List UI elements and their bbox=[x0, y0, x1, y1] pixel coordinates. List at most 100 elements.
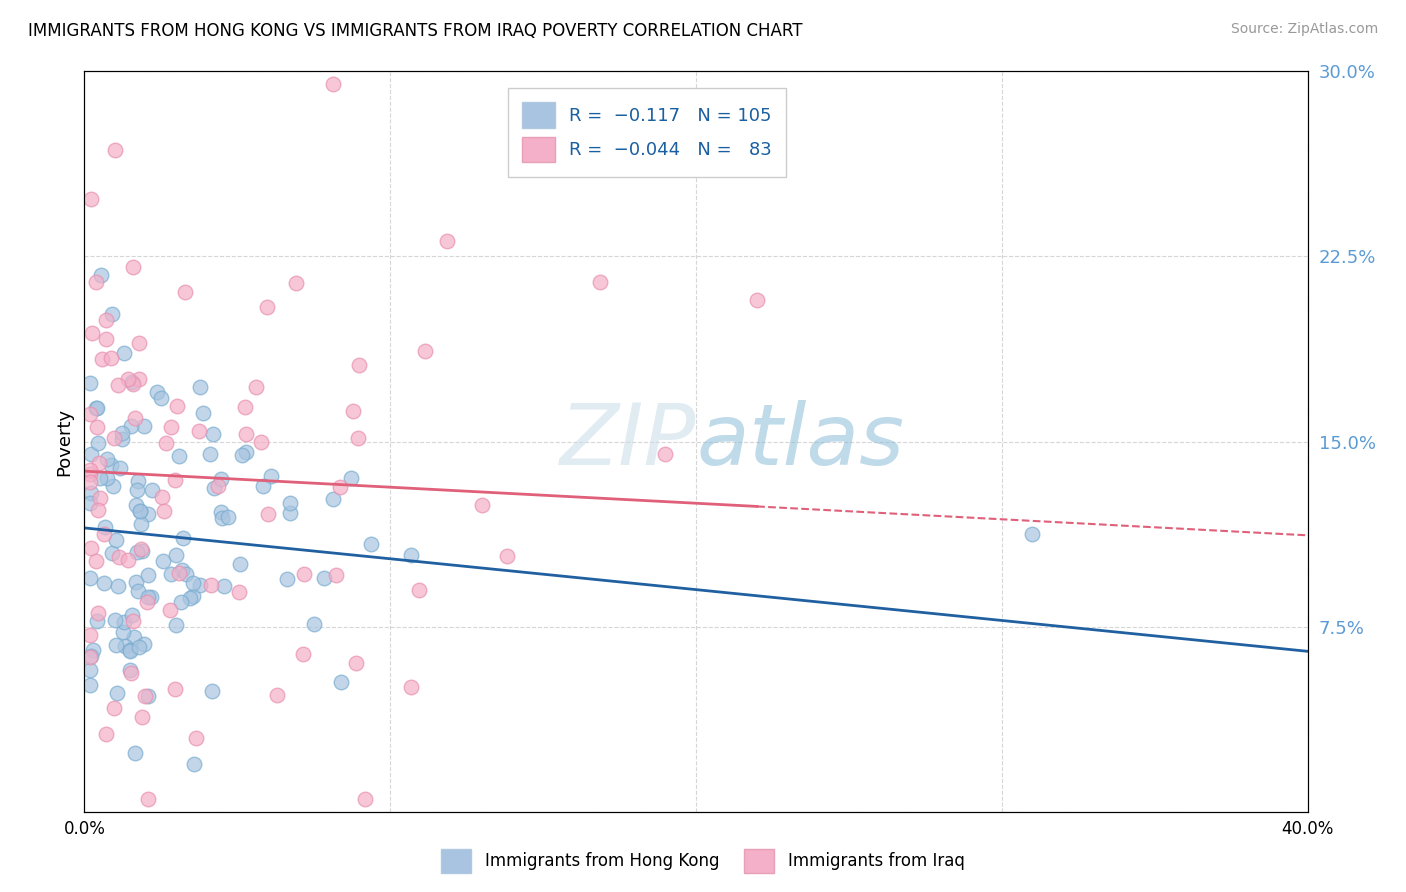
Point bbox=[165, 474, 187, 488]
Point bbox=[131, 543, 153, 558]
Point bbox=[589, 275, 612, 289]
Point bbox=[91, 352, 114, 367]
Point bbox=[82, 643, 104, 657]
Point bbox=[104, 613, 127, 627]
Point bbox=[117, 372, 139, 386]
Point bbox=[84, 554, 107, 568]
Point bbox=[112, 346, 135, 360]
Point bbox=[90, 268, 112, 282]
Point bbox=[122, 630, 145, 644]
Point bbox=[101, 307, 124, 321]
Point bbox=[172, 531, 194, 545]
Point bbox=[152, 504, 174, 518]
Point bbox=[79, 496, 101, 510]
Point bbox=[408, 583, 430, 598]
Point bbox=[165, 548, 187, 562]
Point bbox=[229, 557, 252, 571]
Y-axis label: Poverty: Poverty bbox=[55, 408, 73, 475]
Point bbox=[131, 710, 153, 724]
Point bbox=[471, 498, 494, 512]
Point bbox=[170, 563, 193, 577]
Point bbox=[118, 643, 141, 657]
Point bbox=[79, 648, 101, 663]
Point bbox=[169, 595, 191, 609]
Point bbox=[107, 377, 129, 392]
Point bbox=[344, 656, 367, 670]
Point bbox=[165, 681, 187, 696]
Point bbox=[136, 568, 159, 582]
Point bbox=[330, 675, 353, 690]
Point bbox=[134, 689, 156, 703]
Point bbox=[339, 471, 361, 485]
Point bbox=[120, 666, 142, 681]
Point bbox=[120, 644, 142, 658]
Point bbox=[87, 503, 110, 517]
Point bbox=[292, 566, 315, 581]
Point bbox=[107, 579, 129, 593]
Point bbox=[87, 435, 110, 450]
Point bbox=[654, 447, 676, 461]
Point bbox=[257, 507, 280, 521]
Point bbox=[93, 527, 115, 541]
Point bbox=[89, 456, 111, 470]
Point bbox=[129, 541, 152, 556]
Point bbox=[105, 686, 128, 700]
Point bbox=[79, 663, 101, 677]
Point bbox=[96, 452, 118, 467]
Point bbox=[342, 404, 364, 418]
Point bbox=[346, 431, 368, 445]
Point bbox=[79, 376, 101, 391]
Point bbox=[285, 276, 308, 290]
Point bbox=[136, 590, 159, 604]
Point bbox=[360, 537, 382, 551]
Point bbox=[228, 585, 250, 599]
Point bbox=[79, 407, 101, 421]
Point bbox=[128, 504, 150, 518]
Point bbox=[167, 450, 190, 464]
Point bbox=[159, 603, 181, 617]
Text: ZIP: ZIP bbox=[560, 400, 696, 483]
Point bbox=[245, 380, 267, 394]
Point bbox=[103, 701, 125, 715]
Point bbox=[747, 293, 769, 308]
Point bbox=[94, 331, 117, 345]
Point bbox=[212, 578, 235, 592]
Point bbox=[235, 445, 257, 459]
Point bbox=[127, 483, 149, 497]
Point bbox=[96, 471, 118, 485]
Point bbox=[100, 458, 122, 473]
Point bbox=[188, 578, 211, 592]
Point bbox=[325, 567, 347, 582]
Point bbox=[124, 746, 146, 760]
Point bbox=[125, 574, 148, 589]
Point bbox=[132, 418, 155, 433]
Point bbox=[96, 727, 118, 741]
Point bbox=[129, 504, 152, 518]
Point bbox=[104, 533, 127, 547]
Point bbox=[200, 578, 222, 592]
Point bbox=[128, 335, 150, 350]
Point bbox=[278, 496, 301, 510]
Point bbox=[141, 483, 163, 497]
Point bbox=[181, 590, 204, 604]
Point bbox=[160, 420, 183, 434]
Point bbox=[80, 193, 103, 207]
Point bbox=[122, 614, 145, 628]
Point bbox=[150, 490, 173, 504]
Point bbox=[139, 591, 162, 605]
Point bbox=[114, 639, 136, 653]
Point bbox=[117, 553, 139, 567]
Point bbox=[292, 647, 315, 661]
Point bbox=[207, 479, 229, 493]
Point bbox=[124, 411, 146, 425]
Point bbox=[165, 618, 187, 632]
Point bbox=[79, 678, 101, 692]
Point bbox=[152, 553, 174, 567]
Text: atlas: atlas bbox=[696, 400, 904, 483]
Point bbox=[131, 517, 153, 532]
Point bbox=[89, 470, 111, 484]
Point bbox=[111, 432, 134, 446]
Point bbox=[100, 351, 122, 365]
Point bbox=[101, 546, 124, 560]
Point bbox=[312, 571, 335, 585]
